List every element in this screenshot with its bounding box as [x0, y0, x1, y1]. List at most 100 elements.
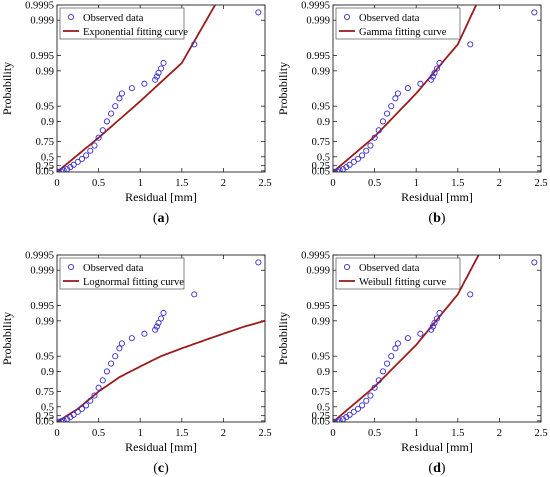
- observed-data-point: [375, 377, 382, 384]
- fit-curve-line: [57, 5, 216, 172]
- data-layer: [333, 5, 538, 172]
- y-tick-label: 0.9: [317, 367, 330, 378]
- x-tick-label: 1: [138, 178, 143, 189]
- observed-data-point: [95, 134, 102, 141]
- chart-panel-d: 0.050.250.50.750.90.950.990.9950.9990.99…: [276, 251, 548, 477]
- legend-box: [59, 257, 185, 290]
- legend-marker-observed: [343, 13, 351, 21]
- observed-data-point: [112, 353, 119, 360]
- legend-box: [335, 257, 461, 290]
- y-tick-label: 0.99: [312, 66, 330, 77]
- observed-data-point: [191, 291, 198, 298]
- legend-label-observed: Observed data: [359, 263, 420, 274]
- data-layer: [57, 5, 262, 172]
- x-tick-label: 1.5: [451, 428, 464, 439]
- y-tick-label: 0.995: [306, 51, 330, 62]
- observed-data-point: [428, 326, 435, 333]
- observed-data-point: [431, 319, 438, 326]
- legend-box: [59, 7, 185, 40]
- observed-data-point: [417, 80, 424, 87]
- observed-data-point: [429, 73, 436, 80]
- y-tick-label: 0.995: [30, 51, 54, 62]
- y-tick-label: 0.99: [36, 316, 54, 327]
- observed-data-point: [371, 134, 378, 141]
- panel-caption: (b): [428, 211, 445, 226]
- y-tick-label: 0.5: [41, 152, 54, 163]
- legend-label-observed: Observed data: [83, 13, 144, 24]
- y-tick-label: 0.5: [317, 152, 330, 163]
- observed-data-point: [83, 402, 90, 409]
- observed-data-point: [155, 69, 162, 76]
- observed-data-point: [108, 360, 115, 367]
- y-tick-label: 0.5: [41, 402, 54, 413]
- panel-caption: (a): [153, 211, 170, 226]
- observed-data-point: [531, 259, 538, 266]
- observed-data-point: [116, 345, 123, 352]
- y-tick-label: 0.95: [36, 352, 54, 363]
- plot-frame: [332, 4, 542, 173]
- observed-data-point: [394, 340, 401, 347]
- y-tick-label: 0.999: [306, 266, 330, 277]
- y-axis-label: Probability: [0, 62, 14, 115]
- y-tick-label: 0.95: [312, 352, 330, 363]
- observed-data-point: [112, 103, 119, 110]
- legend-label-fit: Lognormal fitting curve: [83, 277, 184, 288]
- x-tick-label: 0.5: [92, 178, 105, 189]
- observed-data-point: [431, 69, 438, 76]
- observed-data-point: [160, 309, 167, 317]
- observed-data-point: [152, 76, 159, 83]
- data-layer: [57, 259, 265, 422]
- observed-data-point: [103, 118, 110, 125]
- observed-data-point: [388, 103, 395, 110]
- observed-data-point: [255, 259, 262, 266]
- y-tick-label: 0.75: [36, 387, 54, 398]
- legend: Observed data Lognormal fitting curve: [59, 257, 185, 290]
- observed-data-point: [379, 118, 386, 125]
- observed-data-point: [103, 368, 110, 375]
- observed-data-point: [60, 417, 67, 422]
- y-tick-label: 0.25: [36, 161, 54, 172]
- y-tick-label: 0.995: [306, 301, 330, 312]
- x-tick-label: 0.5: [368, 428, 381, 439]
- observed-data-point: [363, 147, 370, 154]
- y-tick-label: 0.05: [312, 166, 330, 177]
- x-tick-label: 0.5: [368, 178, 381, 189]
- observed-data-point: [141, 330, 148, 337]
- observed-data-point: [91, 142, 98, 149]
- plot-frame: [332, 254, 542, 423]
- observed-data-point: [78, 155, 86, 162]
- y-tick-label: 0.25: [312, 161, 330, 172]
- observed-data-point: [70, 411, 77, 418]
- legend: Observed data Gamma fitting curve: [335, 7, 461, 40]
- observed-data-point: [367, 392, 374, 399]
- observed-data-point: [152, 326, 159, 333]
- observed-data-point: [392, 345, 399, 352]
- y-tick-label: 0.9: [41, 367, 54, 378]
- observed-data-point: [87, 397, 94, 404]
- observed-data-point: [388, 353, 395, 360]
- y-tick-label: 0.75: [312, 137, 330, 148]
- observed-data-point: [118, 340, 125, 347]
- legend-label-fit: Exponential fitting curve: [83, 27, 188, 38]
- x-tick-label: 1: [414, 178, 419, 189]
- y-axis-label: Probability: [276, 62, 290, 115]
- observed-data-point: [191, 41, 198, 48]
- y-tick-label: 0.9: [317, 117, 330, 128]
- x-tick-label: 0: [330, 178, 335, 189]
- legend-label-fit: Gamma fitting curve: [359, 27, 447, 38]
- observed-data-point: [363, 397, 370, 404]
- observed-data-point: [157, 65, 165, 72]
- observed-data-point: [354, 405, 362, 412]
- chart-panel-a: 0.050.250.50.750.90.950.990.9950.9990.99…: [0, 1, 272, 227]
- observed-data-point: [359, 402, 366, 409]
- y-tick-label: 0.25: [36, 411, 54, 422]
- observed-data-point: [153, 323, 160, 330]
- observed-data-point: [436, 59, 443, 67]
- observed-data-point: [108, 110, 115, 117]
- chart-panel-c: 0.050.250.50.750.90.950.990.9950.9990.99…: [0, 251, 272, 477]
- observed-data-point: [467, 41, 474, 48]
- observed-data-point: [384, 110, 391, 117]
- observed-data-point: [128, 335, 135, 342]
- y-tick-label: 0.05: [36, 166, 54, 177]
- y-tick-label: 0.9995: [25, 251, 54, 262]
